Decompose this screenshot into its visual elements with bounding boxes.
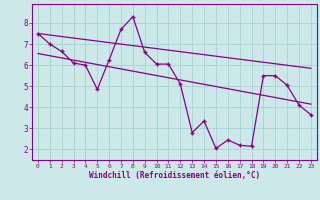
X-axis label: Windchill (Refroidissement éolien,°C): Windchill (Refroidissement éolien,°C) [89,171,260,180]
